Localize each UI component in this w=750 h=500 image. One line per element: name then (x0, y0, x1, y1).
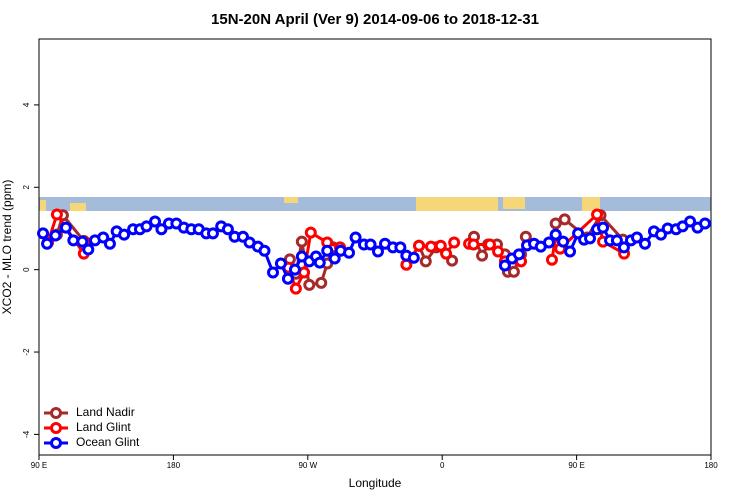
point (37, 227, 50, 240)
point (617, 241, 630, 254)
x-tick-label: 0 (440, 461, 445, 470)
point (258, 244, 271, 257)
legend-marker (50, 437, 62, 449)
x-tick-label: 90 E (568, 461, 584, 470)
x-tick-label: 90 W (298, 461, 317, 470)
point (321, 244, 334, 257)
point (549, 217, 562, 230)
series (37, 215, 712, 285)
point (638, 237, 651, 250)
point (440, 247, 453, 260)
point (413, 239, 426, 252)
point (281, 272, 294, 285)
point (630, 231, 643, 244)
x-tick-label: 90 E (31, 461, 47, 470)
point (684, 215, 697, 228)
point (492, 245, 505, 258)
y-tick-label: -2 (22, 348, 31, 356)
x-tick-label: 180 (704, 461, 718, 470)
y-tick-label: 0 (22, 267, 31, 272)
point (446, 254, 459, 267)
point (49, 229, 62, 242)
point (140, 220, 153, 233)
point (50, 208, 63, 221)
point (303, 278, 316, 291)
plot-frame (38, 38, 712, 456)
y-tick-label: 4 (22, 102, 31, 107)
point (364, 238, 377, 251)
point (267, 266, 280, 279)
point (584, 232, 597, 245)
point (545, 253, 558, 266)
legend-marker (50, 407, 62, 419)
legend-label: Ocean Glint (76, 435, 140, 449)
point (343, 246, 356, 259)
point (295, 235, 308, 248)
point (542, 236, 555, 249)
point (425, 240, 437, 253)
point (419, 255, 432, 268)
point (610, 234, 623, 247)
y-tick-label: 2 (22, 185, 31, 190)
point (82, 243, 95, 256)
x-tick-label: 180 (167, 461, 181, 470)
legend-label: Land Glint (76, 420, 131, 434)
point (407, 251, 420, 264)
point (41, 237, 54, 250)
point (483, 238, 496, 251)
point (315, 276, 328, 289)
x-axis-label: Longitude (349, 476, 402, 490)
point (507, 265, 520, 278)
point (274, 257, 287, 270)
point (59, 221, 72, 234)
point (349, 231, 362, 244)
point (149, 215, 162, 228)
point (103, 237, 116, 250)
point (434, 239, 447, 252)
point (512, 248, 525, 261)
chart-title: 15N-20N April (Ver 9) 2014-09-06 to 2018… (211, 11, 539, 28)
point (313, 256, 326, 269)
point (591, 208, 604, 221)
point (221, 223, 234, 236)
point (289, 282, 302, 295)
point (549, 228, 562, 241)
point (476, 249, 489, 262)
point (118, 228, 131, 241)
point (558, 213, 571, 226)
point (155, 223, 168, 236)
point (394, 241, 407, 254)
point (564, 245, 577, 258)
point (328, 252, 341, 265)
point (597, 221, 610, 234)
point (206, 227, 219, 240)
point (304, 226, 317, 239)
map-strip (39, 197, 711, 211)
legend-label: Land Nadir (76, 405, 135, 419)
point (371, 245, 384, 258)
point (557, 235, 570, 248)
point (288, 263, 301, 276)
point (76, 235, 89, 248)
point (448, 236, 461, 249)
point (498, 259, 511, 272)
point (467, 238, 480, 251)
y-tick-label: -4 (22, 430, 31, 438)
legend-marker (50, 422, 62, 434)
y-axis-label: XCO2 - MLO trend (ppm) (0, 180, 14, 315)
point (699, 217, 712, 230)
